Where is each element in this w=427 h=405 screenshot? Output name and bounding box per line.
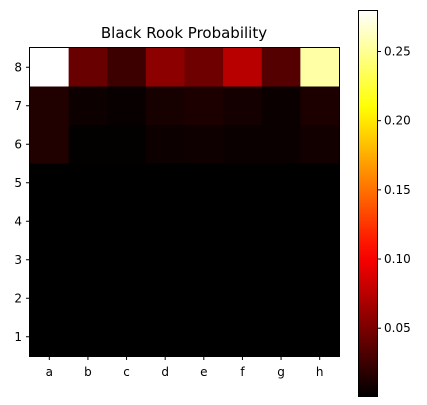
heatmap-cell bbox=[184, 125, 224, 165]
heatmap-cell bbox=[261, 202, 301, 242]
heatmap-cell bbox=[300, 125, 340, 165]
heatmap-cell bbox=[184, 202, 224, 242]
heatmap-cell bbox=[223, 202, 263, 242]
heatmap-cell bbox=[261, 279, 301, 319]
heatmap-cell bbox=[223, 163, 263, 203]
heatmap-cell bbox=[300, 317, 340, 357]
heatmap-cell bbox=[223, 317, 263, 357]
heatmap-cell bbox=[107, 163, 147, 203]
colorbar: 0.05 0.10 0.15 0.20 0.25 bbox=[358, 10, 411, 397]
heatmap-cell bbox=[145, 86, 186, 126]
heatmap-cell bbox=[68, 86, 108, 126]
heatmap-cell bbox=[30, 48, 70, 88]
heatmap-cell bbox=[30, 317, 70, 357]
heatmap-cell bbox=[68, 202, 108, 242]
y-tick-label: 8 bbox=[14, 60, 22, 74]
y-tick-label: 6 bbox=[14, 137, 22, 151]
heatmap-cell bbox=[223, 48, 263, 88]
heatmap-cell bbox=[184, 48, 224, 88]
plot-frame bbox=[29, 47, 340, 357]
colorbar-tick-label: 0.15 bbox=[384, 183, 411, 197]
heatmap-cell bbox=[107, 48, 147, 88]
heatmap-cell bbox=[300, 202, 340, 242]
heatmap-cell bbox=[145, 240, 186, 280]
heatmap-cell bbox=[261, 125, 301, 165]
heatmap-cell bbox=[68, 317, 108, 357]
y-tick-label: 3 bbox=[14, 253, 22, 267]
x-tick-label: e bbox=[200, 365, 207, 379]
heatmap-cell bbox=[223, 240, 263, 280]
heatmap-cell bbox=[261, 240, 301, 280]
heatmap-cell bbox=[68, 125, 108, 165]
colorbar-gradient bbox=[358, 10, 377, 396]
heatmap-cell bbox=[223, 86, 263, 126]
heatmap-cell bbox=[30, 240, 70, 280]
heatmap-cell bbox=[145, 163, 186, 203]
colorbar-tick-label: 0.25 bbox=[384, 45, 411, 59]
x-axis: a b c d e f g h bbox=[46, 356, 324, 379]
heatmap-cell bbox=[145, 125, 186, 165]
heatmap-cell bbox=[223, 125, 263, 165]
heatmap-cell bbox=[184, 317, 224, 357]
heatmap-cell bbox=[300, 163, 340, 203]
heatmap-cell bbox=[107, 317, 147, 357]
heatmap-cell bbox=[107, 125, 147, 165]
heatmap-cell bbox=[30, 86, 70, 126]
heatmap-cell bbox=[300, 48, 340, 88]
colorbar-tick-label: 0.10 bbox=[384, 252, 411, 266]
heatmap-cell bbox=[261, 86, 301, 126]
x-tick-label: a bbox=[46, 365, 53, 379]
heatmap-cell bbox=[145, 202, 186, 242]
heatmap-cell bbox=[107, 240, 147, 280]
heatmap-cell bbox=[184, 279, 224, 319]
colorbar-tick-label: 0.20 bbox=[384, 114, 411, 128]
x-tick-label: h bbox=[316, 365, 324, 379]
x-tick-label: b bbox=[84, 365, 92, 379]
heatmap-cell bbox=[68, 48, 108, 88]
x-tick-label: g bbox=[277, 365, 285, 379]
heatmap-cell bbox=[223, 279, 263, 319]
heatmap-cell bbox=[107, 279, 147, 319]
heatmap-cell bbox=[261, 48, 301, 88]
y-tick-label: 2 bbox=[14, 291, 22, 305]
heatmap-cell bbox=[30, 125, 70, 165]
heatmap-cell bbox=[145, 48, 186, 88]
y-tick-label: 1 bbox=[14, 330, 22, 344]
heatmap-cell bbox=[107, 86, 147, 126]
heatmap-cell bbox=[300, 279, 340, 319]
y-tick-label: 7 bbox=[14, 99, 22, 113]
heatmap-cell bbox=[68, 163, 108, 203]
heatmap-cell bbox=[184, 240, 224, 280]
heatmap-cell bbox=[184, 86, 224, 126]
heatmap-cell bbox=[145, 279, 186, 319]
y-tick-label: 5 bbox=[14, 176, 22, 190]
heatmap-cell bbox=[30, 202, 70, 242]
heatmap-cell bbox=[184, 163, 224, 203]
heatmap-cell bbox=[300, 240, 340, 280]
y-tick-label: 4 bbox=[14, 214, 22, 228]
x-tick-label: c bbox=[123, 365, 130, 379]
y-axis: 8 7 6 5 4 3 2 1 bbox=[14, 60, 30, 344]
heatmap-cell bbox=[68, 240, 108, 280]
x-tick-label: d bbox=[161, 365, 169, 379]
chart-title: Black Rook Probability bbox=[101, 24, 267, 42]
heatmap-cell bbox=[261, 317, 301, 357]
heatmap-cell bbox=[30, 279, 70, 319]
heatmap-cells bbox=[30, 48, 340, 357]
heatmap-cell bbox=[107, 202, 147, 242]
heatmap-cell bbox=[261, 163, 301, 203]
heatmap-cell bbox=[68, 279, 108, 319]
colorbar-tick-label: 0.05 bbox=[384, 321, 411, 335]
heatmap-cell bbox=[145, 317, 186, 357]
heatmap-cell bbox=[30, 163, 70, 203]
x-tick-label: f bbox=[240, 365, 245, 379]
colorbar-frame bbox=[358, 10, 378, 397]
heatmap-cell bbox=[300, 86, 340, 126]
